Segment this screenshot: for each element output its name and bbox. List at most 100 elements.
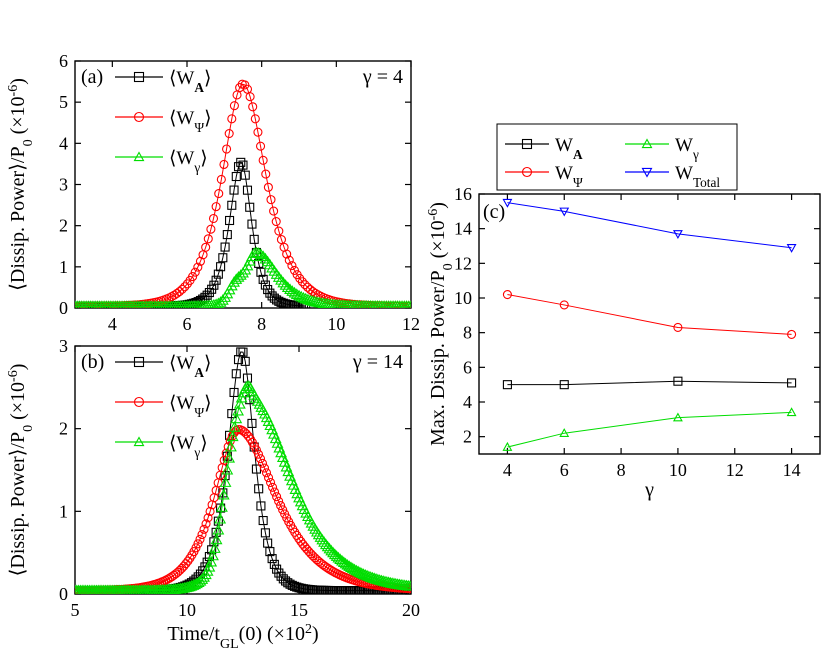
data-point [673, 322, 683, 333]
data-point [243, 431, 253, 441]
data-point [222, 144, 232, 154]
y-tick-label: 5 [59, 92, 68, 112]
x-tick-label: 5 [71, 600, 80, 620]
series-line [75, 428, 410, 592]
data-point [282, 249, 292, 259]
data-point [266, 195, 276, 205]
data-point [201, 519, 211, 529]
data-point [214, 189, 224, 199]
x-tick-label: 15 [290, 600, 308, 620]
data-point [211, 202, 221, 212]
data-point [502, 289, 512, 300]
data-point [195, 534, 205, 544]
data-point [272, 271, 285, 282]
data-point [559, 300, 569, 310]
data-point [218, 253, 228, 263]
legend-marker [521, 166, 533, 178]
data-point [787, 378, 797, 388]
data-point [284, 255, 294, 265]
gamma-annotation: γ = 14 [352, 351, 403, 373]
x-tick-label: 10 [327, 314, 345, 334]
data-point [238, 347, 248, 357]
data-point [559, 380, 569, 390]
y-tick-label: 8 [463, 323, 472, 343]
data-point [247, 418, 257, 428]
data-point [238, 160, 248, 170]
panel-b: 5 10 15 20 0 1 2 3 (b) γ = 14 ⟨WA⟩ ⟨WΨ⟩ ⟨Wγ⟩ ⟨Dissip.… [6, 336, 421, 652]
data-point [231, 369, 241, 379]
data-point [272, 492, 282, 502]
data-point [253, 449, 264, 459]
data-point [230, 412, 243, 424]
data-point [269, 559, 279, 569]
y-tick-label: 14 [454, 219, 472, 239]
data-point [406, 300, 411, 308]
panel-label: (a) [81, 66, 103, 88]
data-point [256, 267, 266, 277]
data-point [202, 299, 212, 308]
legend-label: WA [555, 135, 583, 162]
data-point [224, 440, 237, 452]
data-point [242, 185, 253, 195]
data-point [287, 261, 297, 271]
legend-box [496, 123, 738, 191]
y-tick-label: 16 [454, 184, 472, 204]
data-point [227, 114, 237, 124]
y-tick-label: 10 [454, 288, 472, 308]
series-group [75, 347, 411, 594]
data-point [297, 277, 307, 287]
data-point [269, 432, 282, 444]
data-point [245, 202, 255, 212]
data-point [300, 280, 310, 290]
data-point [672, 230, 683, 239]
data-point [240, 170, 250, 180]
data-point [207, 549, 219, 561]
data-point [269, 206, 279, 216]
y-tick-label: 12 [454, 253, 472, 273]
data-point [232, 404, 245, 416]
data-point [259, 252, 272, 264]
data-point [502, 198, 513, 208]
data-point [188, 272, 198, 282]
data-point [258, 155, 268, 165]
y-tick-label: 6 [59, 51, 68, 71]
data-point [213, 269, 223, 279]
x-tick-label: 10 [178, 600, 196, 620]
data-point [267, 554, 277, 564]
data-point [786, 407, 797, 417]
data-point [249, 234, 259, 244]
x-tick-label: 12 [726, 460, 744, 480]
data-point [235, 391, 248, 403]
data-point [219, 476, 232, 487]
data-point [366, 571, 379, 583]
legend-marker [641, 167, 653, 178]
data-point [205, 506, 215, 517]
data-point [167, 292, 177, 302]
x-tick-label: 14 [783, 460, 801, 480]
data-point [210, 533, 223, 545]
data-point [212, 297, 225, 308]
y-axis-label: Max. Dissip. Power/P0 (×10-6) [426, 202, 456, 446]
series-Wgamma [75, 246, 411, 308]
x-axis-label: Time/tGL(0) (×102) [167, 622, 318, 652]
data-point [275, 273, 288, 285]
data-point [370, 573, 382, 584]
data-point [248, 102, 258, 112]
data-point [265, 547, 275, 557]
data-point [257, 458, 268, 468]
data-point [206, 224, 216, 234]
data-point [321, 540, 334, 552]
data-point [205, 555, 218, 567]
x-tick-label: 6 [183, 314, 192, 334]
data-point [193, 539, 203, 549]
data-point [216, 174, 226, 184]
legend-label: WΨ [555, 163, 583, 190]
data-point [290, 288, 303, 299]
series-line [507, 380, 792, 386]
data-point [174, 286, 185, 297]
data-point [222, 230, 232, 240]
data-point [259, 463, 270, 473]
y-tick-label: 4 [463, 392, 472, 412]
legend-label: WTotal [675, 163, 720, 190]
